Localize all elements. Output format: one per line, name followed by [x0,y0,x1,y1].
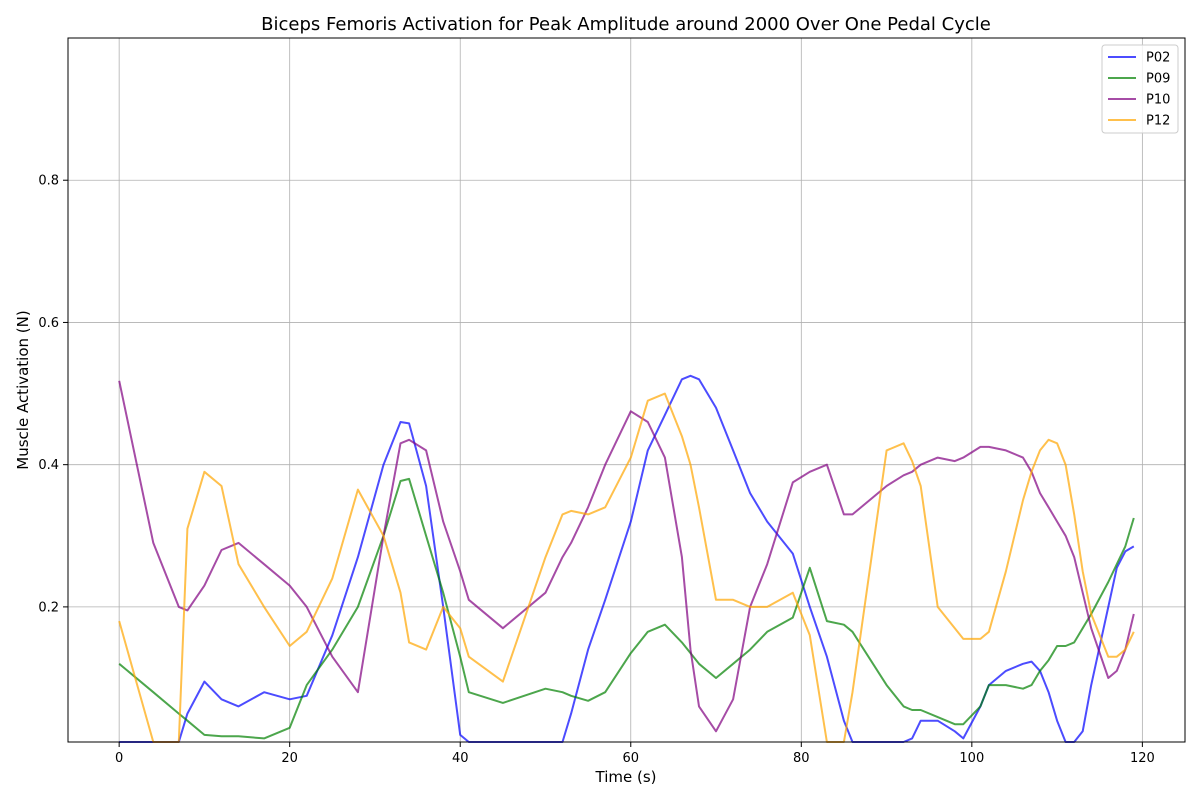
x-axis-label: Time (s) [595,768,657,786]
series-line-p09 [118,477,1135,740]
grid-lines [68,38,1185,742]
x-tick-label: 0 [115,751,123,766]
y-tick-label: 0.8 [38,174,59,189]
series-lines [118,374,1135,743]
x-tick-label: 120 [1130,751,1155,766]
chart-title: Biceps Femoris Activation for Peak Ampli… [261,14,991,35]
y-tick-label: 0.2 [38,600,59,615]
x-tick-label: 100 [959,751,984,766]
x-tick-label: 20 [281,751,298,766]
y-axis-label: Muscle Activation (N) [14,310,32,469]
legend-box [1101,44,1179,134]
series-line-p10 [118,380,1135,733]
y-tick-label: 0.4 [38,458,59,473]
y-axis-ticks: 0.2 0.4 0.6 0.8 [38,174,68,615]
legend-label-p12: P12 [1146,114,1170,129]
legend-label-p10: P10 [1146,93,1170,108]
x-tick-label: 60 [622,751,639,766]
legend-label-p09: P09 [1146,72,1170,87]
legend-label-p02: P02 [1146,51,1170,66]
x-tick-label: 80 [793,751,810,766]
x-tick-label: 40 [452,751,469,766]
x-axis-ticks: 0 20 40 60 80 100 120 [115,742,1155,766]
legend: P02 P09 P10 P12 [1101,44,1179,134]
series-line-p12 [118,392,1135,743]
plot-area-frame [67,37,1186,743]
y-tick-label: 0.6 [38,316,59,331]
series-line-p02 [119,374,1135,743]
